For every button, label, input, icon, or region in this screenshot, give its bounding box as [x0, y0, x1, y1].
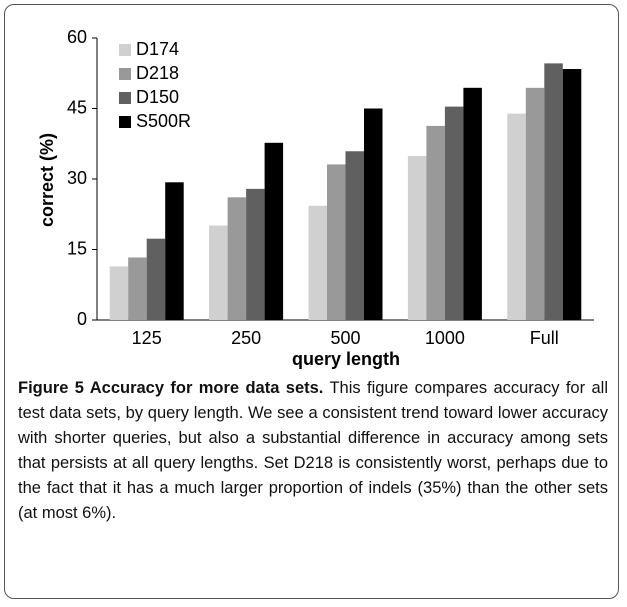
x-tick-label: 125 [132, 328, 162, 348]
caption-title: Figure 5 Accuracy for more data sets. [18, 379, 324, 397]
y-tick-label: 60 [67, 27, 87, 47]
chart: correct (%) query length 0 15 30 45 60 125 250… [37, 27, 594, 369]
bar [407, 155, 427, 320]
bar [209, 225, 228, 320]
bar [308, 205, 327, 320]
y-tick-label: 15 [67, 238, 87, 258]
bar [264, 142, 284, 320]
y-tick-label: 0 [77, 309, 87, 329]
bar [426, 125, 445, 320]
legend-swatch [119, 44, 131, 56]
bar [525, 87, 545, 320]
legend-swatch [119, 92, 131, 104]
x-tick-label: 250 [231, 328, 261, 348]
bar [327, 164, 346, 320]
bar [544, 63, 563, 320]
x-tick-label: Full [530, 328, 559, 348]
bar [444, 106, 464, 321]
bar [128, 257, 147, 320]
y-axis-label: correct (%) [37, 133, 57, 227]
x-axis-label: query length [292, 349, 400, 369]
y-tick-label: 45 [67, 97, 87, 117]
legend-swatch [119, 116, 131, 128]
bar [109, 266, 129, 320]
bar [165, 182, 184, 320]
legend-label: D150 [136, 87, 179, 107]
legend-label: S500R [136, 111, 191, 131]
bar [507, 113, 526, 320]
legend-label: D218 [136, 63, 179, 83]
y-tick-label: 30 [67, 168, 87, 188]
legend-swatch [119, 68, 131, 80]
x-tick-label: 1000 [425, 328, 465, 348]
caption-text: This figure compares accuracy for all te… [18, 379, 608, 522]
bar [562, 69, 582, 321]
bar [146, 238, 166, 320]
bar [227, 197, 247, 320]
x-tick-label: 500 [330, 328, 360, 348]
bar [246, 188, 265, 320]
bar [345, 151, 364, 320]
bar [364, 108, 383, 320]
bar [463, 87, 482, 320]
legend-label: D174 [136, 39, 179, 59]
caption: Figure 5 Accuracy for more data sets. Th… [18, 376, 608, 526]
figure-frame [4, 4, 619, 599]
